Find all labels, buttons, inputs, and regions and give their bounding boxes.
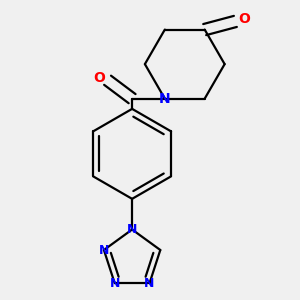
Text: O: O: [94, 71, 105, 85]
Text: N: N: [99, 244, 109, 256]
Text: N: N: [110, 277, 120, 290]
Text: N: N: [159, 92, 171, 106]
Text: N: N: [127, 223, 137, 236]
Text: O: O: [238, 12, 250, 26]
Text: N: N: [144, 277, 155, 290]
